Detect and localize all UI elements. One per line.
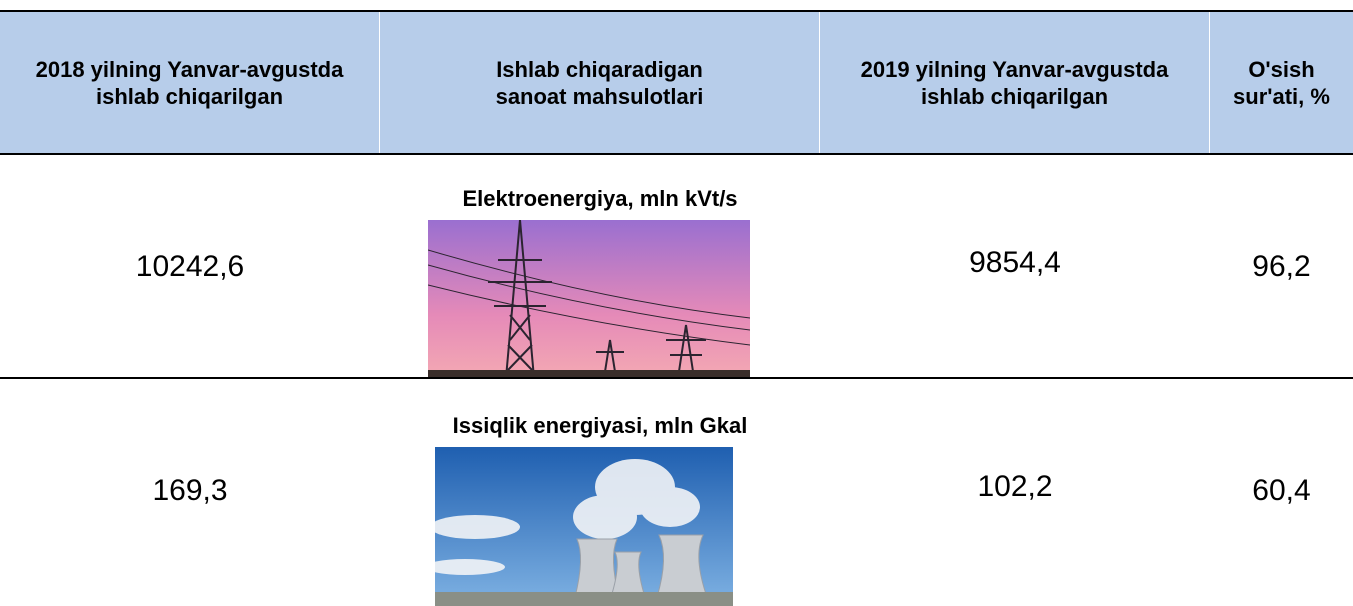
value-2018: 10242,6	[0, 250, 380, 284]
cooling-towers-image	[435, 447, 733, 606]
growth-rate: 60,4	[1210, 474, 1353, 508]
row-separator	[0, 377, 1353, 379]
growth-rate: 96,2	[1210, 250, 1353, 284]
value-2018: 169,3	[0, 474, 380, 508]
header-cell: 2018 yilning Yanvar-avgustda ishlab chiq…	[0, 12, 380, 153]
value-2019: 9854,4	[820, 246, 1210, 280]
page: 2018 yilning Yanvar-avgustda ishlab chiq…	[0, 0, 1353, 606]
header-cell: Ishlab chiqaradigan sanoat mahsulotlari	[380, 12, 820, 153]
table-header: 2018 yilning Yanvar-avgustda ishlab chiq…	[0, 10, 1353, 155]
product-name: Elektroenergiya, mln kVt/s	[380, 186, 820, 212]
power-lines-image	[428, 220, 750, 378]
product-name: Issiqlik energiyasi, mln Gkal	[380, 413, 820, 439]
header-cell: O'sish sur'ati, %	[1210, 12, 1353, 153]
header-cell: 2019 yilning Yanvar-avgustda ishlab chiq…	[820, 12, 1210, 153]
value-2019: 102,2	[820, 470, 1210, 504]
